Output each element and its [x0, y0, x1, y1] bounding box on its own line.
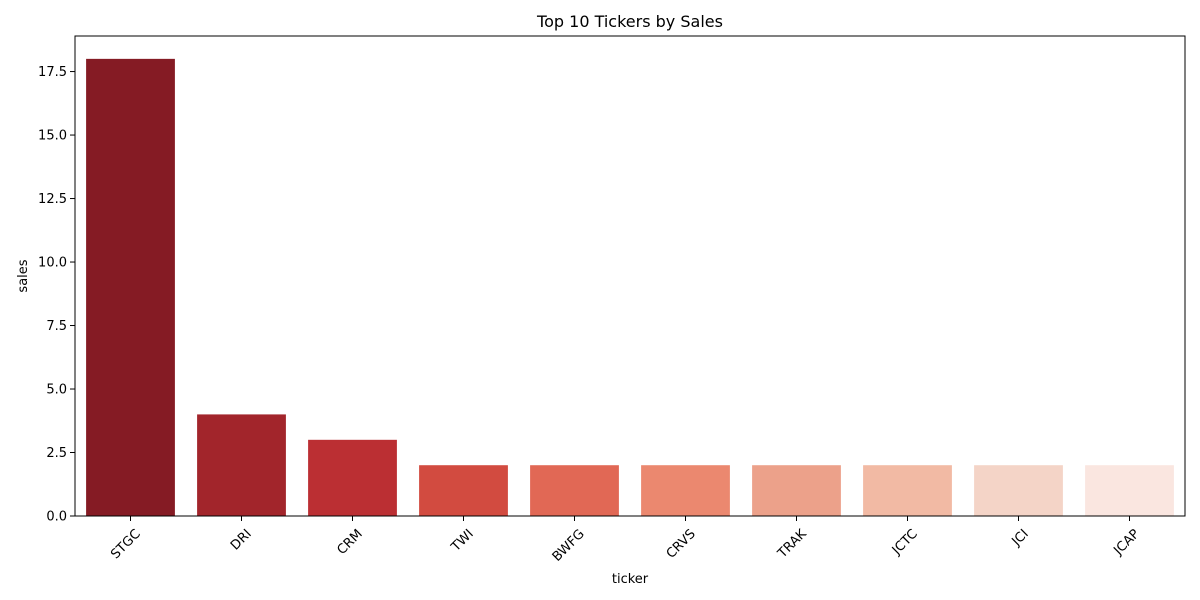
- x-tick-label: CRM: [334, 527, 365, 558]
- y-tick-label: 0.0: [46, 510, 67, 525]
- x-tick-label: CRVS: [664, 527, 699, 562]
- x-tick-label: STGC: [108, 527, 144, 563]
- x-tick-label: JCTC: [889, 527, 921, 559]
- x-tick-label: BWFG: [550, 527, 588, 565]
- bar-bwfg: [530, 465, 619, 516]
- bar-jcap: [1085, 465, 1174, 516]
- bar-stgc: [86, 58, 175, 516]
- bar-twi: [419, 465, 508, 516]
- x-axis: STGC DRI CRM TWI BWFG CRVS TRAK JCTC JCI JCAP: [108, 516, 1143, 565]
- x-axis-label: ticker: [612, 572, 649, 587]
- x-tick-label: JCI: [1009, 527, 1032, 550]
- y-tick-label: 7.5: [46, 319, 67, 334]
- bar-jctc: [863, 465, 952, 516]
- y-axis-label: sales: [16, 259, 31, 292]
- bar-crvs: [641, 465, 730, 516]
- x-tick-label: DRI: [228, 527, 255, 554]
- y-tick-label: 12.5: [38, 192, 67, 207]
- x-tick-label: TRAK: [774, 526, 810, 562]
- y-tick-label: 2.5: [46, 446, 67, 461]
- chart-title: Top 10 Tickers by Sales: [536, 12, 723, 31]
- y-tick-label: 5.0: [46, 383, 67, 398]
- y-tick-label: 15.0: [38, 129, 67, 144]
- bars-group: [86, 58, 1174, 516]
- y-tick-label: 10.0: [38, 256, 67, 271]
- bar-jci: [974, 465, 1063, 516]
- plot-frame: [74, 35, 1186, 517]
- x-tick-label: TWI: [448, 527, 477, 556]
- bar-crm: [308, 439, 397, 516]
- bar-dri: [197, 414, 286, 516]
- bar-trak: [752, 465, 841, 516]
- y-tick-label: 17.5: [38, 65, 67, 80]
- x-tick-label: JCAP: [1110, 527, 1142, 559]
- y-axis: 0.0 2.5 5.0 7.5 10.0 12.5 15.0 17.5: [38, 65, 75, 525]
